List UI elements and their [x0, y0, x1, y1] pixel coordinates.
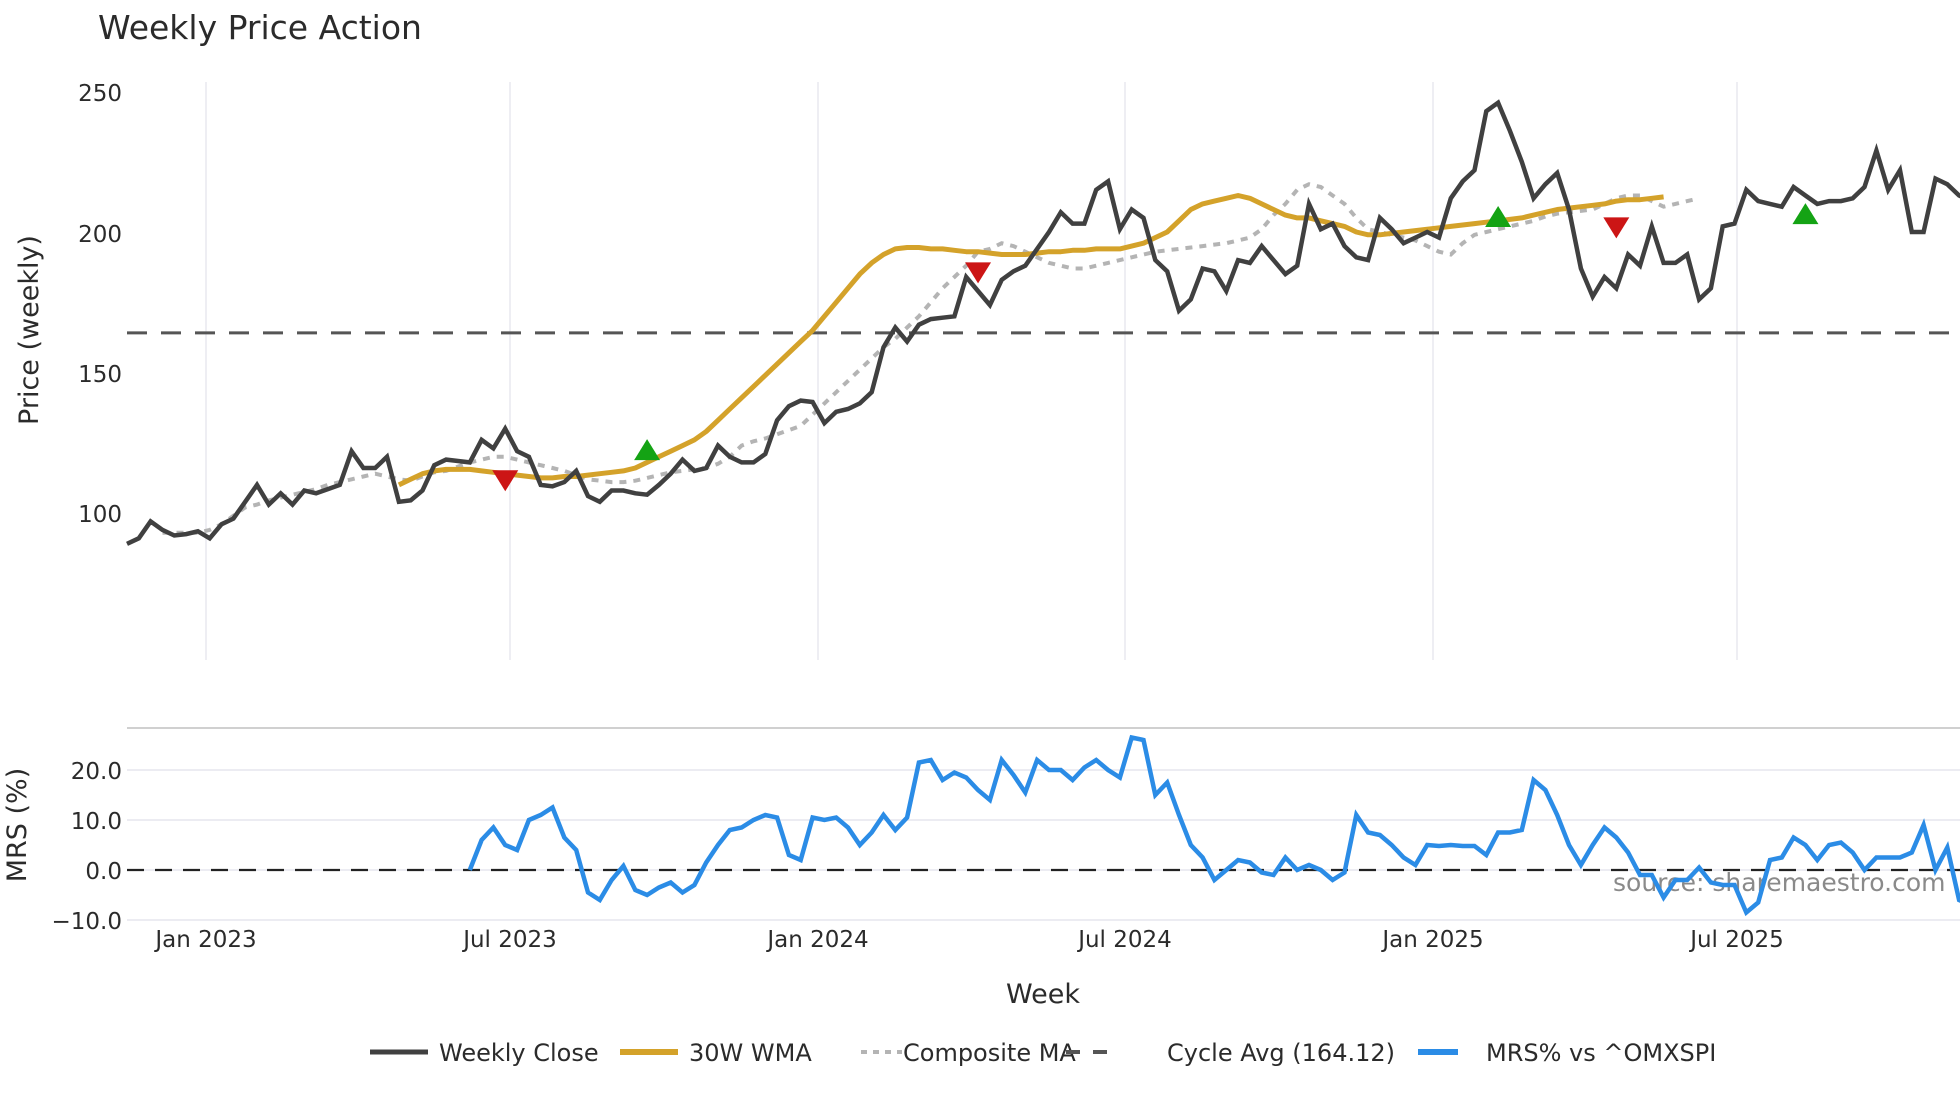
mrs-tick-10: 10.0	[71, 809, 122, 835]
x-tick-jul-2024: Jul 2024	[1076, 927, 1172, 953]
wma-30w-line	[397, 193, 1664, 488]
price-tick-100: 100	[78, 502, 122, 528]
x-tick-jul-2023: Jul 2023	[461, 927, 557, 953]
price-panel: 250 200 150 100 Price (weekly)	[14, 81, 1960, 660]
buy-signal-triangle-up-icon	[1485, 205, 1512, 227]
price-tick-250: 250	[78, 81, 122, 107]
x-tick-jan-2025: Jan 2025	[1380, 927, 1483, 953]
legend: Weekly Close 30W WMA Composite MA Cycle …	[370, 1039, 1716, 1067]
mrs-tick-0: 0.0	[85, 859, 122, 885]
legend-label: Composite MA	[903, 1039, 1076, 1067]
mrs-tick-neg10: −10.0	[52, 909, 122, 935]
price-vertical-grid	[205, 82, 1738, 660]
mrs-y-ticks: 20.0 10.0 0.0 −10.0	[52, 759, 122, 935]
chart-title: Weekly Price Action	[98, 8, 422, 47]
x-tick-jan-2024: Jan 2024	[765, 927, 868, 953]
price-y-axis-label: Price (weekly)	[14, 235, 45, 425]
mrs-y-axis-label: MRS (%)	[2, 768, 33, 883]
legend-label: Cycle Avg (164.12)	[1167, 1039, 1395, 1067]
buy-signal-triangle-up-icon	[1792, 203, 1819, 225]
x-tick-jan-2023: Jan 2023	[153, 927, 256, 953]
buy-signal-triangle-up-icon	[634, 439, 661, 461]
legend-label: MRS% vs ^OMXSPI	[1486, 1039, 1716, 1067]
legend-item-cycle-avg[interactable]: Cycle Avg (164.12)	[1066, 1039, 1395, 1067]
legend-label: 30W WMA	[689, 1039, 812, 1067]
sell-signal-triangle-down-icon	[965, 262, 992, 284]
mrs-line	[467, 734, 1960, 917]
legend-item-mrs[interactable]: MRS% vs ^OMXSPI	[1418, 1039, 1716, 1067]
x-tick-jul-2025: Jul 2025	[1688, 927, 1784, 953]
mrs-tick-20: 20.0	[71, 759, 122, 785]
x-axis-label: Week	[1006, 979, 1080, 1010]
sell-signal-triangle-down-icon	[492, 470, 519, 492]
legend-label: Weekly Close	[439, 1039, 599, 1067]
legend-item-weekly-close[interactable]: Weekly Close	[370, 1039, 599, 1067]
price-tick-150: 150	[78, 362, 122, 388]
price-y-ticks: 250 200 150 100	[78, 81, 122, 528]
price-tick-200: 200	[78, 222, 122, 248]
sell-signal-triangle-down-icon	[1603, 217, 1630, 239]
mrs-panel: 20.0 10.0 0.0 −10.0 MRS (%) source: shar…	[2, 727, 1960, 1010]
mrs-horizontal-grid	[127, 769, 1960, 921]
weekly-close-line	[126, 99, 1960, 546]
legend-item-30w-wma[interactable]: 30W WMA	[620, 1039, 812, 1067]
signal-markers	[492, 203, 1819, 492]
x-axis-ticks: Jan 2023 Jul 2023 Jan 2024 Jul 2024 Jan …	[153, 927, 1783, 953]
legend-item-composite-ma[interactable]: Composite MA	[711, 1039, 1076, 1067]
